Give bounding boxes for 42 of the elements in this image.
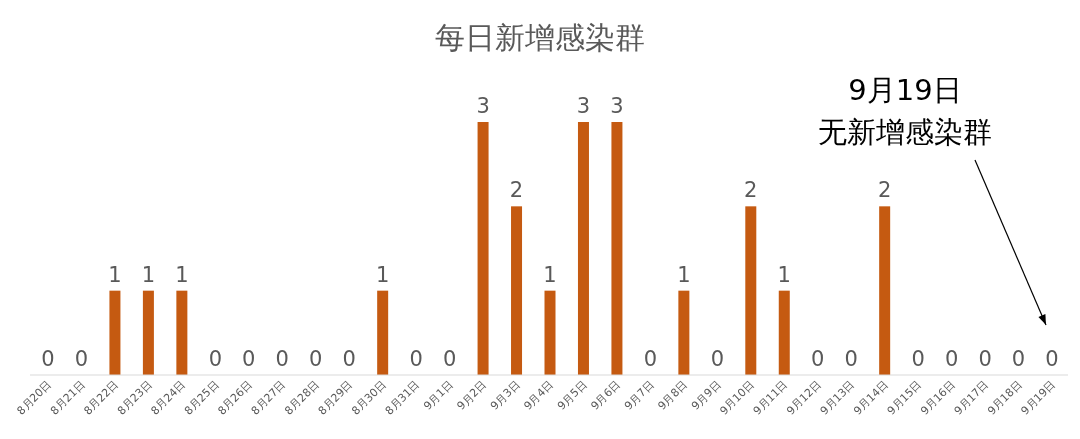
x-tick-label: 9月6日 (588, 377, 624, 413)
annotation: 无新增感染群 (818, 115, 992, 149)
data-label: 0 (911, 347, 925, 371)
x-tick-label: 9月4日 (521, 377, 557, 413)
data-label: 1 (375, 262, 390, 287)
x-tick-label: 9月1日 (421, 377, 456, 413)
data-label: 0 (1045, 347, 1059, 371)
data-label: 0 (342, 347, 356, 371)
data-label: 1 (777, 262, 791, 287)
data-label: 0 (242, 347, 256, 371)
data-label: 0 (844, 347, 858, 371)
data-label: 0 (41, 347, 55, 371)
data-label: 3 (576, 94, 591, 118)
text: 9月19日 (848, 73, 962, 107)
data-label: 1 (543, 262, 557, 287)
data-label: 0 (409, 347, 423, 371)
data-label: 0 (275, 347, 289, 371)
data-label: 0 (978, 347, 992, 371)
data-label: 1 (141, 262, 156, 287)
x-tick-label: 9月5日 (554, 377, 590, 413)
x-tick-label: 9月8日 (655, 377, 690, 413)
data-label: 0 (811, 347, 825, 371)
data-label: 2 (509, 178, 524, 203)
data-label: 1 (677, 262, 691, 287)
x-tick-label: 9月2日 (454, 377, 490, 413)
data-label: 0 (1011, 347, 1026, 371)
x-tick-label: 9月3日 (488, 377, 523, 413)
data-label: 2 (744, 178, 758, 203)
data-label: 0 (710, 347, 725, 371)
data-label: 0 (74, 347, 89, 371)
data-label: 1 (108, 262, 122, 287)
data-label: 3 (476, 94, 490, 118)
data-label: 0 (643, 347, 658, 371)
x-tick-label: 9月7日 (621, 377, 657, 413)
data-label: 0 (309, 347, 323, 371)
data-label: 0 (442, 347, 457, 371)
data-label: 1 (175, 262, 189, 287)
chart-title: 每日新增感染群 (435, 20, 645, 55)
data-label: 2 (877, 178, 892, 203)
data-label: 0 (944, 347, 959, 371)
data-label: 3 (610, 94, 624, 118)
data-label: 0 (208, 347, 223, 371)
